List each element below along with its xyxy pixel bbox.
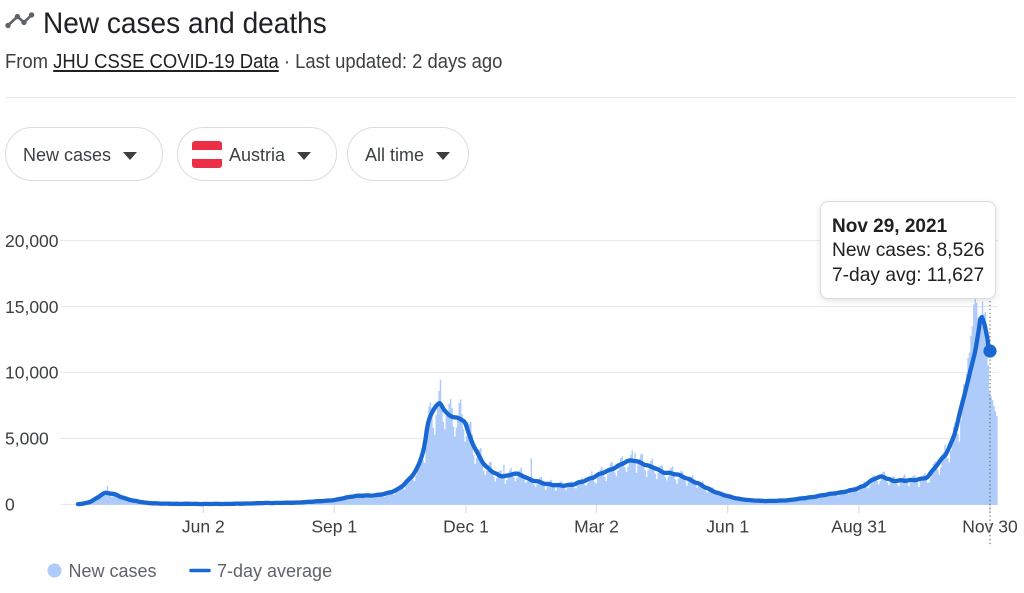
svg-text:5,000: 5,000 bbox=[5, 429, 49, 449]
svg-text:20,000: 20,000 bbox=[5, 231, 59, 251]
svg-text:Sep 1: Sep 1 bbox=[311, 517, 357, 537]
svg-text:Dec 1: Dec 1 bbox=[443, 517, 489, 537]
svg-text:15,000: 15,000 bbox=[5, 297, 59, 317]
svg-text:Mar 2: Mar 2 bbox=[574, 517, 619, 537]
svg-text:Nov 30: Nov 30 bbox=[962, 517, 1018, 537]
svg-text:Aug 31: Aug 31 bbox=[831, 517, 886, 537]
svg-text:New cases: New cases bbox=[69, 561, 157, 581]
svg-text:Jun 1: Jun 1 bbox=[706, 517, 749, 537]
svg-text:7-day average: 7-day average bbox=[217, 561, 332, 581]
svg-text:0: 0 bbox=[5, 495, 15, 515]
svg-text:10,000: 10,000 bbox=[5, 363, 59, 383]
svg-text:Jun 2: Jun 2 bbox=[182, 517, 225, 537]
